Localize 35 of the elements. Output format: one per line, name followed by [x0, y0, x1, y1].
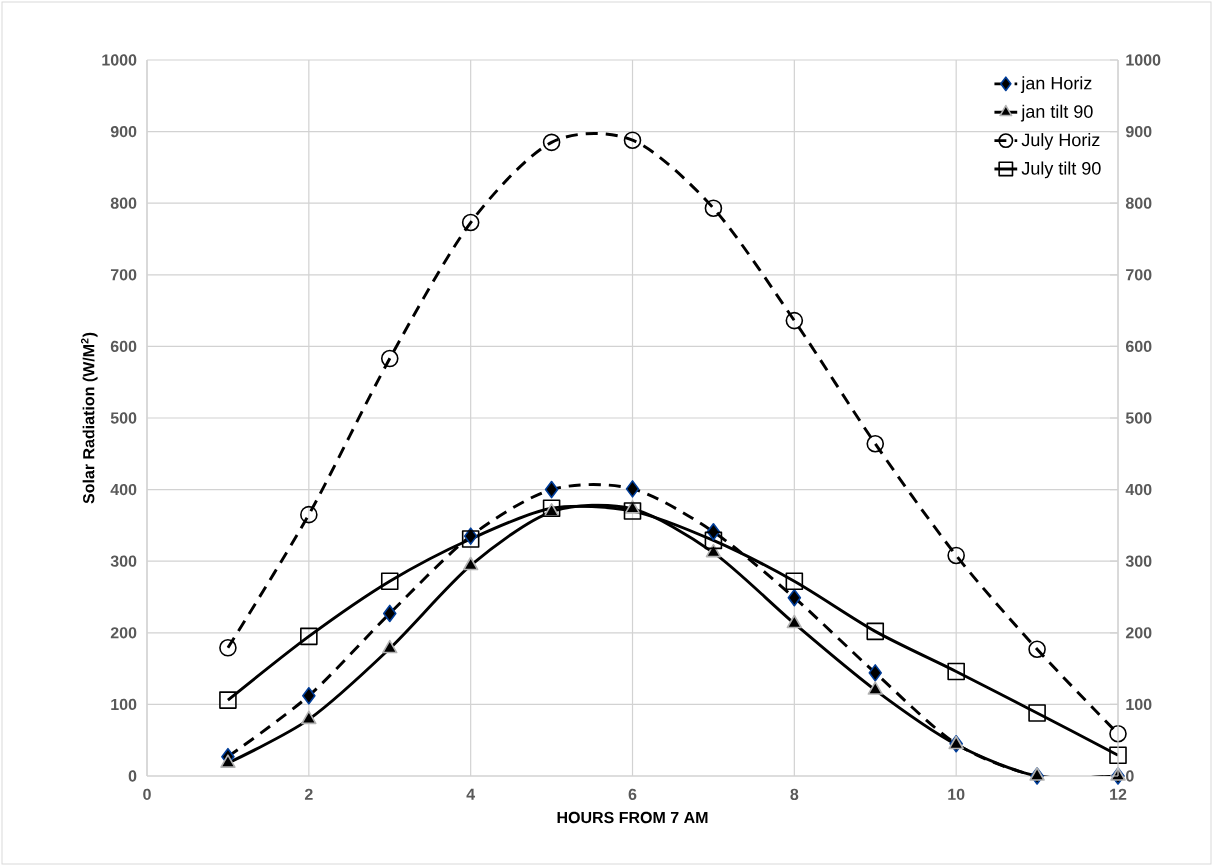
y-tick-label: 1000 — [102, 54, 137, 66]
x-tick-label: 12 — [1110, 788, 1127, 800]
legend-label: July Horiz — [1021, 133, 1100, 150]
y-tick-label: 600 — [110, 340, 137, 353]
x-tick-label: 4 — [466, 788, 476, 800]
x-tick-label: 8 — [790, 788, 799, 801]
x-tick-label: 2 — [304, 788, 313, 800]
y2-tick-label: 700 — [1126, 269, 1152, 281]
y2-tick-label: 200 — [1125, 627, 1152, 639]
y2-tick-label: 600 — [1125, 340, 1152, 353]
y2-tick-label: 300 — [1125, 555, 1152, 567]
y-tick-label: 400 — [110, 483, 137, 496]
y-tick-label: 900 — [110, 125, 137, 138]
y2-tick-label: 100 — [1126, 698, 1152, 711]
x-tick-label: 10 — [948, 788, 965, 801]
y-tick-label: 300 — [110, 555, 137, 567]
legend-label: July tilt 90 — [1021, 161, 1101, 179]
y2-tick-label: 1000 — [1126, 54, 1161, 66]
legend-label: jan Horiz — [1020, 76, 1092, 94]
y2-tick-label: 0 — [1126, 770, 1134, 782]
y-tick-label: 700 — [110, 269, 137, 281]
x-tick-label: 0 — [143, 788, 151, 801]
y2-tick-label: 400 — [1125, 483, 1152, 496]
y-tick-label: 100 — [111, 698, 137, 711]
x-axis-title: HOURS FROM 7 AM — [557, 811, 708, 824]
y-tick-label: 200 — [110, 627, 137, 639]
y2-tick-label: 800 — [1125, 197, 1152, 209]
y2-tick-label: 900 — [1125, 125, 1152, 138]
y-axis-title: Solar Radiation (W/M$^{2}$) — [80, 332, 98, 504]
y-tick-label: 0 — [128, 770, 137, 782]
y-tick-label: 800 — [110, 197, 137, 209]
y2-tick-label: 500 — [1125, 412, 1152, 424]
x-tick-label: 6 — [628, 788, 637, 801]
legend-label: jan tilt 90 — [1020, 104, 1093, 122]
y-tick-label: 500 — [110, 412, 137, 424]
